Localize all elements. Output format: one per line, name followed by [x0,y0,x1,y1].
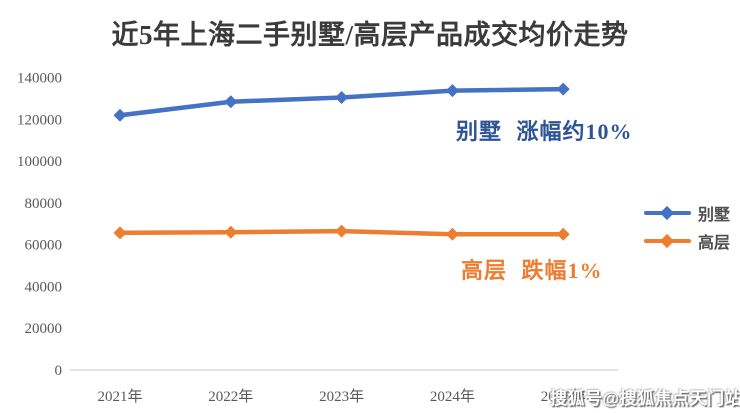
highrise-data-point-0 [113,226,127,240]
legend-label-highrise: 高层 [698,235,731,252]
y-axis-label-40000: 40000 [25,279,63,295]
x-axis-label-2: 2023年 [319,388,364,405]
highrise-trend-annotation: 高层 跌幅1% [461,258,603,283]
villa-data-point-3 [445,84,459,98]
y-axis-label-0: 0 [55,363,63,379]
highrise-legend-diamond-icon [659,233,675,249]
y-axis-label-140000: 140000 [17,71,62,87]
y-axis-label-20000: 20000 [25,321,63,337]
y-axis-label-100000: 100000 [17,154,62,170]
y-axis-label-120000: 120000 [17,112,62,128]
villa-data-point-0 [113,108,127,122]
villa-trend-annotation: 别墅 涨幅约10% [456,119,633,144]
villa-series-marker-icon [644,203,691,223]
highrise-data-point-1 [224,225,238,239]
y-axis-label-60000: 60000 [25,238,63,254]
x-axis-label-3: 2024年 [430,388,475,405]
villa-data-point-4 [556,82,570,96]
sohu-watermark: 搜狐号@搜狐焦点天门站 [549,389,740,408]
legend-item-highrise: 高层 [644,231,731,252]
highrise-data-point-3 [445,227,459,241]
x-axis-label-0: 2021年 [97,388,142,405]
villa-legend-diamond-icon [659,205,675,221]
villa-data-point-2 [335,91,349,105]
x-axis-label-1: 2022年 [208,388,253,405]
highrise-data-point-4 [556,227,570,241]
villa-data-point-1 [224,95,238,109]
highrise-data-point-2 [335,224,349,238]
highrise-series-marker-icon [644,231,691,251]
y-axis-label-80000: 80000 [25,196,63,212]
legend-label-villa: 别墅 [698,207,731,224]
chart-title: 近5年上海二手别墅/高层产品成交均价走势 [111,20,629,50]
legend-item-villa: 别墅 [644,203,731,224]
chart-legend: 别墅 高层 [644,203,731,252]
x-axis-label-4: 2025年 [541,388,586,405]
